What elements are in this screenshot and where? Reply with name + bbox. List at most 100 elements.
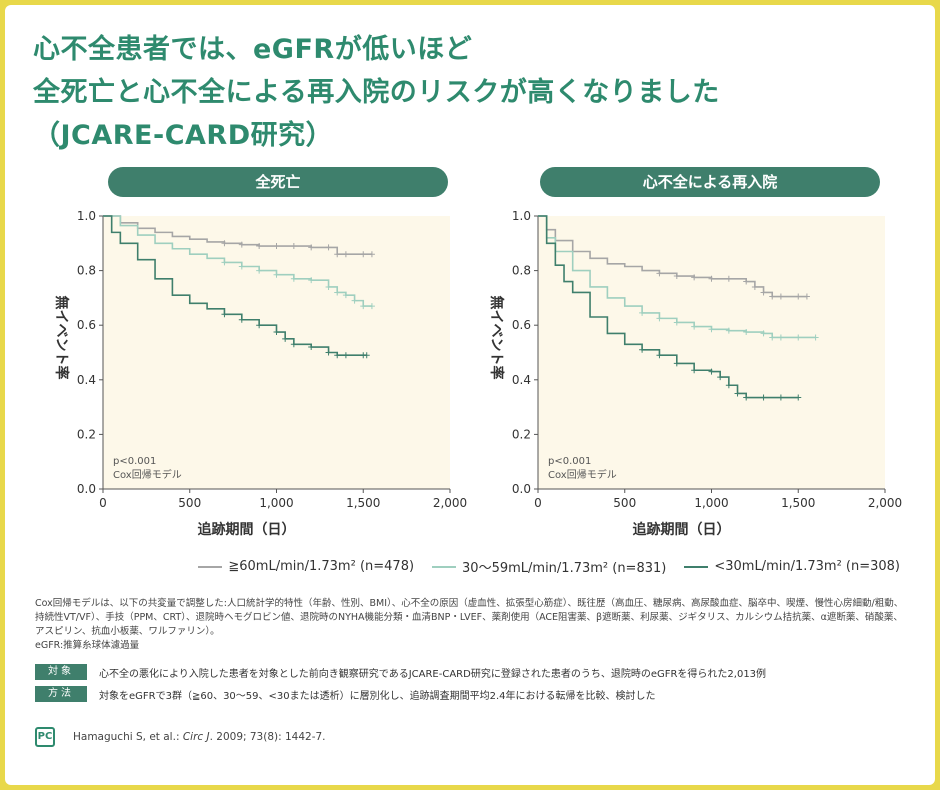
censor-mark-mid bbox=[308, 277, 315, 284]
censor-mark-mid bbox=[368, 303, 375, 310]
x-tick-label: 1,500 bbox=[346, 496, 380, 510]
censor-mark-low bbox=[256, 322, 263, 329]
censor-mark-mid bbox=[342, 292, 349, 299]
y-tick-label: 1.0 bbox=[512, 209, 531, 223]
censor-mark-low bbox=[673, 360, 680, 367]
censor-mark-mid bbox=[221, 259, 228, 266]
censor-mark-high bbox=[725, 275, 732, 282]
censor-mark-high bbox=[691, 274, 698, 281]
censor-mark-high bbox=[368, 251, 375, 258]
censor-mark-low bbox=[656, 352, 663, 359]
censor-mark-high bbox=[325, 244, 332, 251]
censor-mark-mid bbox=[769, 334, 776, 341]
legend-item-mid: 30～59mL/min/1.73m² (n=831) bbox=[432, 557, 666, 576]
note-text: Cox回帰モデルは、以下の共変量で調整した:人口統計学的特性（年齢、性別、BMI… bbox=[35, 598, 904, 637]
censor-mark-high bbox=[290, 243, 297, 250]
censor-mark-high bbox=[656, 270, 663, 277]
censor-mark-low bbox=[221, 311, 228, 318]
x-tick-label: 0 bbox=[99, 496, 107, 510]
x-tick-label: 500 bbox=[613, 496, 636, 510]
censor-mark-high bbox=[308, 244, 315, 251]
title-line-1: 心不全患者では、eGFRが低いほど bbox=[33, 34, 473, 65]
chart-mortality: 0.0 0.2 0.4 0.6 0.8 1.0 0 500 1,000 1,500 2,000 追跡期… bbox=[53, 209, 467, 538]
censor-mark-high bbox=[760, 289, 767, 296]
y-tick-label: 0.0 bbox=[512, 482, 531, 496]
target-text: 心不全の悪化により入院した患者を対象とした前向き観察研究であるJCARE-CAR… bbox=[99, 668, 767, 680]
legend-item-low: <30mL/min/1.73m² (n=308) bbox=[684, 557, 900, 576]
censor-mark-low bbox=[734, 390, 741, 397]
censor-mark-mid bbox=[725, 327, 732, 334]
x-tick-label: 2,000 bbox=[433, 496, 467, 510]
model-label: Cox回帰モデル bbox=[548, 468, 617, 481]
censor-mark-mid bbox=[639, 309, 646, 316]
chart-title-mortality: 全死亡 bbox=[108, 167, 448, 197]
note-egfr: eGFR:推算糸球体濾過量 bbox=[35, 640, 140, 651]
x-tick-label: 0 bbox=[534, 496, 542, 510]
legend-label-low: <30mL/min/1.73m² (n=308) bbox=[714, 559, 900, 574]
citation-text: Hamaguchi S, et al.: Circ J. 2009; 73(8)… bbox=[73, 731, 326, 743]
method-tag: 方法 bbox=[35, 686, 87, 702]
x-tick-label: 2,000 bbox=[868, 496, 902, 510]
censor-mark-high bbox=[743, 278, 750, 285]
censor-mark-high bbox=[221, 240, 228, 247]
censor-mark-mid bbox=[351, 297, 358, 304]
chart-title-readmission: 心不全による再入院 bbox=[540, 167, 880, 197]
censor-mark-high bbox=[256, 243, 263, 250]
censor-mark-mid bbox=[238, 263, 245, 270]
y-tick-label: 0.6 bbox=[512, 318, 531, 332]
censor-mark-mid bbox=[777, 334, 784, 341]
censor-mark-high bbox=[334, 251, 341, 258]
target-tag: 対象 bbox=[35, 664, 87, 680]
censor-mark-low bbox=[777, 394, 784, 401]
censor-mark-high bbox=[273, 243, 280, 250]
censor-mark-mid bbox=[760, 330, 767, 337]
method-row: 方法 対象をeGFRで3群（≧60、30～59、<30または透析）に層別化し、追… bbox=[35, 686, 905, 702]
plot-area bbox=[103, 216, 450, 489]
citation-journal: Circ J bbox=[182, 731, 210, 743]
censor-mark-high bbox=[342, 251, 349, 258]
censor-mark-mid bbox=[273, 271, 280, 278]
censor-mark-high bbox=[708, 275, 715, 282]
x-axis-label: 追跡期間（日） bbox=[633, 521, 731, 538]
citation-prefix: Hamaguchi S, et al.: bbox=[73, 731, 183, 743]
censor-mark-low bbox=[273, 329, 280, 336]
legend-item-high: ≧60mL/min/1.73m² (n=478) bbox=[198, 557, 414, 576]
censor-mark-low bbox=[743, 394, 750, 401]
censor-mark-low bbox=[238, 316, 245, 323]
censor-mark-mid bbox=[334, 289, 341, 296]
censor-mark-mid bbox=[290, 275, 297, 282]
censor-mark-low bbox=[760, 394, 767, 401]
censor-mark-low bbox=[334, 352, 341, 359]
y-tick-label: 0.8 bbox=[512, 264, 531, 278]
y-tick-label: 0.4 bbox=[77, 373, 96, 387]
model-label: Cox回帰モデル bbox=[113, 468, 182, 481]
censor-mark-mid bbox=[360, 303, 367, 310]
censor-mark-mid bbox=[656, 315, 663, 322]
x-tick-label: 500 bbox=[178, 496, 201, 510]
censor-mark-mid bbox=[795, 334, 802, 341]
censor-mark-high bbox=[769, 293, 776, 300]
censor-mark-high bbox=[803, 293, 810, 300]
p-value-label: p<0.001 bbox=[548, 456, 591, 467]
x-tick-label: 1,000 bbox=[259, 496, 293, 510]
citation-suffix: . 2009; 73(8): 1442-7. bbox=[209, 731, 326, 743]
y-tick-label: 0.2 bbox=[512, 427, 531, 441]
citation: PC Hamaguchi S, et al.: Circ J. 2009; 73… bbox=[35, 727, 326, 747]
censor-mark-low bbox=[308, 344, 315, 351]
y-tick-label: 0.2 bbox=[77, 427, 96, 441]
pc-logo-icon: PC bbox=[35, 727, 55, 747]
legend-label-mid: 30～59mL/min/1.73m² (n=831) bbox=[462, 561, 667, 576]
y-tick-label: 1.0 bbox=[77, 209, 96, 223]
method-text: 対象をeGFRで3群（≧60、30～59、<30または透析）に層別化し、追跡調査… bbox=[99, 690, 656, 702]
x-tick-label: 1,500 bbox=[781, 496, 815, 510]
censor-mark-low bbox=[342, 352, 349, 359]
censor-mark-low bbox=[795, 394, 802, 401]
censor-mark-mid bbox=[743, 329, 750, 336]
y-axis-label: 無イベント率 bbox=[53, 296, 70, 380]
y-tick-label: 0.4 bbox=[512, 373, 531, 387]
censor-mark-mid bbox=[812, 334, 819, 341]
censor-mark-high bbox=[751, 283, 758, 290]
censor-mark-low bbox=[325, 349, 332, 356]
y-axis-label: 無イベント率 bbox=[488, 296, 505, 380]
target-row: 対象 心不全の悪化により入院した患者を対象とした前向き観察研究であるJCARE-… bbox=[35, 664, 905, 680]
